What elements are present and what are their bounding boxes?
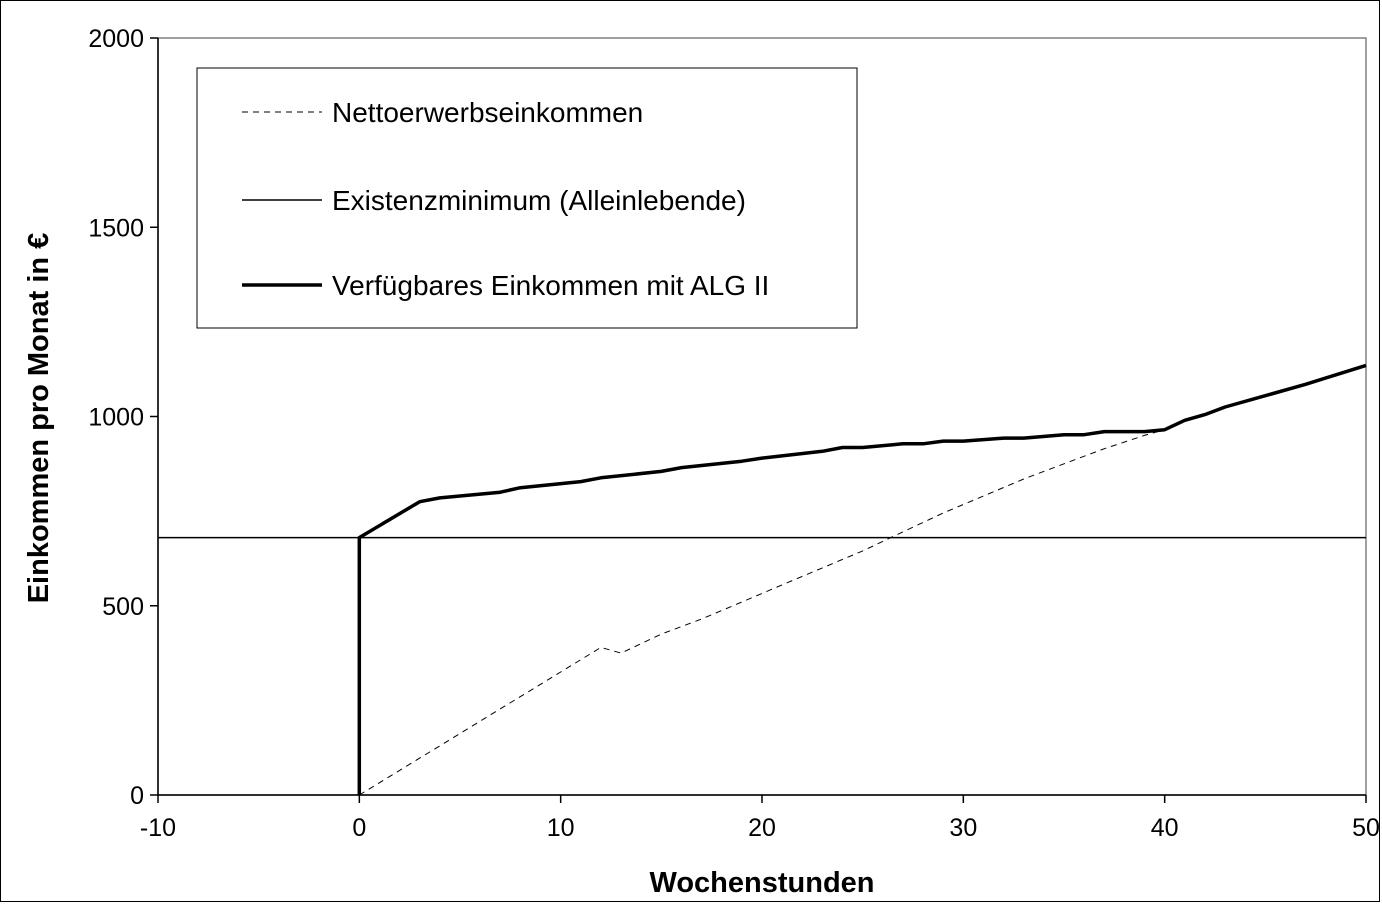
legend-label-netto: Nettoerwerbseinkommen — [332, 97, 643, 128]
x-axis-title: Wochenstunden — [649, 867, 874, 899]
series-line-3 — [357, 363, 1367, 795]
x-tick-label: 20 — [748, 814, 776, 842]
x-tick-label: -10 — [140, 814, 176, 842]
series-layer — [158, 363, 1367, 796]
y-axis-title: Einkommen pro Monat in € — [23, 233, 55, 604]
legend-label-existenzminimum: Existenzminimum (Alleinlebende) — [332, 185, 746, 216]
x-tick-label: 40 — [1151, 814, 1179, 842]
x-tick-label: 30 — [949, 814, 977, 842]
y-tick-label: 2000 — [88, 25, 144, 53]
y-tick-label: 500 — [102, 593, 144, 621]
series-line-1 — [359, 364, 1367, 796]
x-tick-label: 10 — [547, 814, 575, 842]
y-tick-label: 0 — [130, 782, 144, 810]
y-tick-label: 1000 — [88, 404, 144, 432]
x-tick-label: 0 — [352, 814, 366, 842]
x-tick-label: 50 — [1352, 814, 1380, 842]
legend-label-verfuegbar: Verfügbares Einkommen mit ALG II — [332, 270, 769, 301]
y-tick-label: 1500 — [88, 214, 144, 242]
legend: Nettoerwerbseinkommen Existenzminimum (A… — [196, 67, 858, 329]
